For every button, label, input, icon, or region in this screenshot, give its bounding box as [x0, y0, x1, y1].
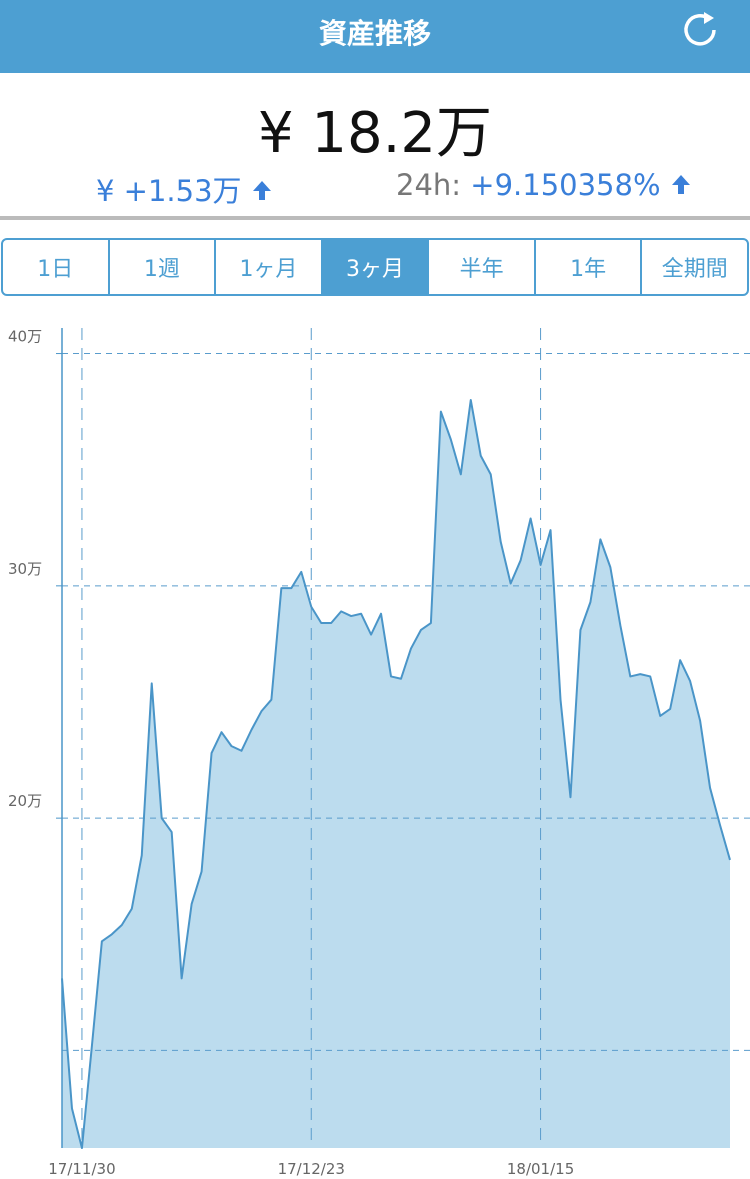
header-title: 資産推移 [318, 17, 431, 50]
x-tick-label: 18/01/15 [507, 1160, 574, 1178]
percent-row: 24h: +9.150358% [396, 168, 692, 202]
area-line [61, 399, 731, 1149]
period-tab[interactable]: 1ヶ月 [214, 240, 321, 294]
y-tick-label: 40万 [8, 328, 42, 346]
divider [0, 216, 750, 220]
x-tick-label: 17/12/23 [278, 1160, 345, 1178]
refresh-button[interactable] [680, 8, 720, 48]
period-tab[interactable]: 1日 [37, 257, 74, 282]
period-label: 24h: [396, 168, 462, 202]
period-tab[interactable]: 全期間 [640, 240, 747, 294]
period-tab[interactable]: 3ヶ月 [320, 240, 428, 294]
up-arrow [252, 181, 271, 200]
total-assets: ¥ 18.2万 [257, 101, 493, 166]
y-tick-label: 30万 [8, 560, 42, 578]
x-tick-label: 17/11/30 [48, 1160, 115, 1178]
area-fill [62, 400, 730, 1148]
change-row: ¥ +1.53万 [96, 168, 273, 210]
chart: 20万 30万 40万 17/11/30 17/12/23 18/01/15 [8, 328, 750, 1178]
period-tab[interactable]: 半年 [427, 240, 534, 294]
period-tab[interactable]: 1週 [107, 240, 215, 294]
change-amount: ¥ +1.53万 [96, 174, 242, 208]
y-tick-label: 20万 [8, 792, 42, 810]
up-arrow [671, 175, 690, 194]
period-tab[interactable]: 1年 [533, 240, 641, 294]
change-percent: +9.150358% [470, 168, 661, 202]
header: 資産推移 [0, 0, 750, 73]
period-tabs: 1日 1週 1ヶ月 3ヶ月 半年 1年 全期間 [1, 238, 749, 296]
